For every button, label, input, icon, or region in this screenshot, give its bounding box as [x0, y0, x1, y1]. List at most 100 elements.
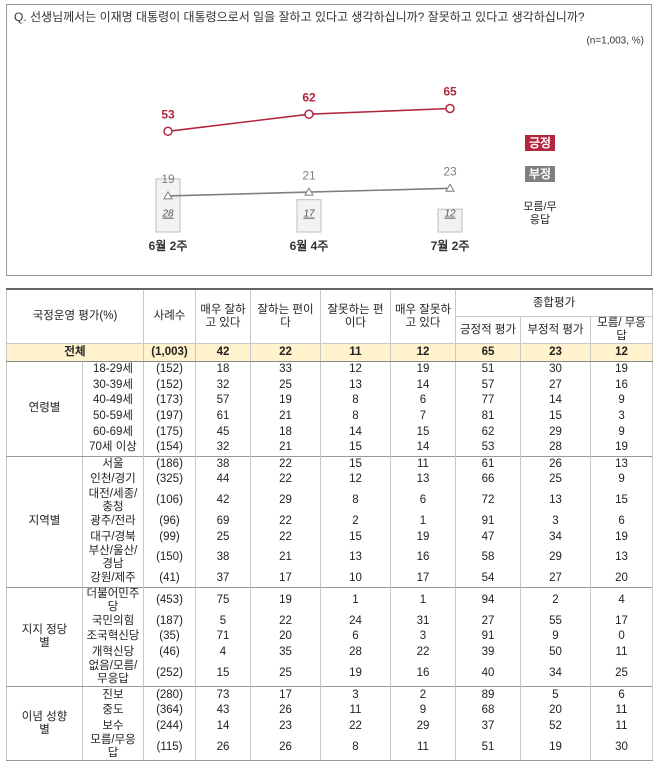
value-cell: 27: [520, 570, 591, 588]
value-cell: 42: [195, 343, 251, 362]
legend-label: 부정: [529, 166, 551, 181]
row-label: 40-49세: [82, 393, 144, 409]
value-cell: 12: [589, 343, 654, 362]
data-row: 광주/전라 (96) 69 22 2 1 91 3 6: [7, 513, 654, 530]
value-cell: 91: [455, 629, 521, 645]
value-cell: 19: [250, 393, 321, 409]
row-label: 60-69세: [82, 424, 144, 440]
value-cell: 43: [195, 702, 251, 719]
row-label: 대전/세종/충청: [82, 487, 144, 514]
value-cell: 21: [250, 544, 321, 571]
data-row: 보수 (244) 14 23 22 29 37 52 11: [7, 718, 654, 735]
data-row: 국민의힘 (187) 5 22 24 31 27 55 17: [7, 613, 654, 630]
row-label: 국민의힘: [82, 613, 144, 630]
value-cell: 9: [589, 393, 654, 409]
bar-label: 17: [303, 209, 315, 220]
data-label: 23: [443, 164, 457, 178]
value-cell: 9: [589, 472, 654, 488]
value-cell: 14: [195, 718, 251, 735]
bar-label: 12: [444, 209, 456, 220]
value-cell: 15: [320, 439, 391, 457]
data-row: 대구/경북 (99) 25 22 15 19 47 34 19: [7, 529, 654, 545]
marker: [163, 126, 173, 137]
value-cell: 29: [250, 487, 321, 514]
row-label: 부산/울산/경남: [82, 544, 144, 571]
value-cell: 5: [520, 686, 591, 703]
value-cell: 25: [250, 660, 321, 687]
value-cell: 38: [195, 544, 251, 571]
value-cell: 16: [589, 377, 654, 394]
value-cell: 12: [320, 360, 391, 378]
value-cell: 13: [589, 455, 654, 473]
x-tick-label: 6월 4주: [290, 238, 329, 253]
data-row: 없음/모름/무응답 (252) 15 25 19 16 40 34 25: [7, 660, 654, 687]
value-cell: 30: [589, 734, 654, 761]
value-cell: 32: [195, 439, 251, 457]
sample-size: (186): [143, 455, 196, 473]
group-label: 지역별: [6, 455, 83, 588]
value-cell: 5: [195, 613, 251, 630]
value-cell: 29: [520, 424, 591, 440]
group-label: 이념 성향별: [6, 686, 83, 761]
value-cell: 35: [250, 644, 321, 661]
bar: [437, 208, 463, 233]
value-cell: 25: [520, 472, 591, 488]
value-cell: 23: [250, 718, 321, 735]
value-cell: 15: [589, 487, 654, 514]
data-row: 모름/무응답 (115) 26 26 8 11 51 19 30: [7, 734, 654, 761]
value-cell: 22: [250, 513, 321, 530]
value-cell: 40: [455, 660, 521, 687]
value-cell: 2: [390, 686, 456, 703]
value-cell: 25: [250, 377, 321, 394]
value-cell: 14: [520, 393, 591, 409]
value-cell: 44: [195, 472, 251, 488]
data-row: 60-69세 (175) 45 18 14 15 62 29 9: [7, 424, 654, 440]
data-row: 인천/경기 (325) 44 22 12 13 66 25 9: [7, 472, 654, 488]
value-cell: 53: [455, 439, 521, 457]
value-cell: 23: [520, 343, 591, 362]
value-cell: 8: [320, 408, 391, 425]
value-cell: 52: [520, 718, 591, 735]
row-label: 70세 이상: [82, 439, 144, 457]
value-cell: 73: [195, 686, 251, 703]
value-cell: 27: [455, 613, 521, 630]
value-cell: 21: [250, 408, 321, 425]
value-cell: 55: [520, 613, 591, 630]
data-row: 중도 (364) 43 26 11 9 68 20 11: [7, 702, 654, 719]
row-label: 모름/무응답: [82, 734, 144, 761]
data-row: 70세 이상 (154) 32 21 15 14 53 28 19: [7, 439, 654, 457]
data-label: 62: [302, 90, 316, 104]
row-label: 대구/경북: [82, 529, 144, 545]
sample-size: (187): [143, 613, 196, 630]
row-label: 강원/제주: [82, 570, 144, 588]
value-cell: 14: [390, 439, 456, 457]
value-cell: 26: [520, 455, 591, 473]
header-cell: 모름/ 무응답: [589, 316, 654, 344]
row-label: 인천/경기: [82, 472, 144, 488]
value-cell: 6: [589, 686, 654, 703]
marker: [304, 109, 314, 119]
value-cell: 54: [455, 570, 521, 588]
value-cell: 22: [250, 613, 321, 630]
value-cell: 19: [589, 529, 654, 545]
x-tick-label: 6월 2주: [149, 238, 188, 253]
value-cell: 19: [320, 660, 391, 687]
data-row: 이념 성향별 진보 (280) 73 17 3 2 89 5 6: [6, 686, 654, 761]
row-label: 18-29세: [82, 360, 144, 378]
value-cell: 94: [455, 586, 521, 614]
value-cell: 22: [320, 718, 391, 735]
value-cell: 34: [520, 660, 591, 687]
header-cell: 부정적 평가: [520, 316, 591, 344]
bar-label: 28: [161, 209, 174, 220]
row-label: 50-59세: [82, 408, 144, 425]
data-row: 30-39세 (152) 32 25 13 14 57 27 16: [7, 377, 654, 394]
value-cell: 29: [520, 544, 591, 571]
value-cell: 1: [390, 513, 456, 530]
value-cell: 11: [390, 734, 456, 761]
value-cell: 9: [589, 424, 654, 440]
row-label: 진보: [82, 686, 144, 703]
value-cell: 16: [390, 544, 456, 571]
sample-size: (280): [143, 686, 196, 703]
sample-size: (244): [143, 718, 196, 735]
row-label: 서울: [82, 455, 144, 473]
